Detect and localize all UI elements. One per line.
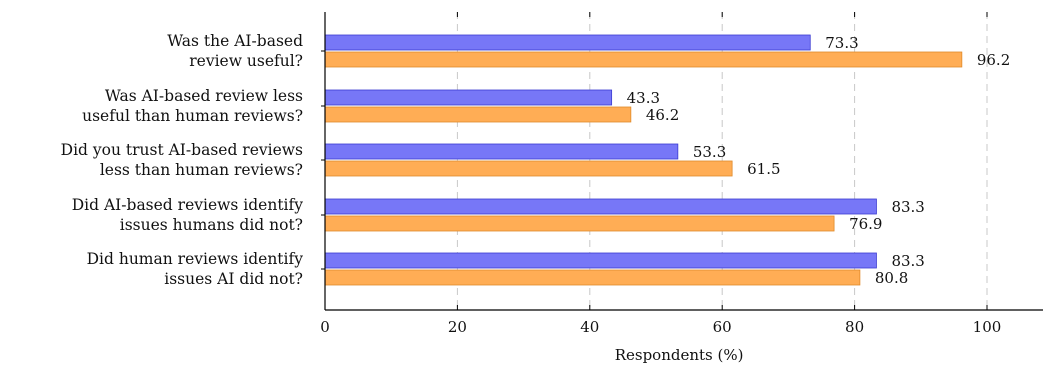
- value-label: 96.2: [977, 51, 1010, 69]
- value-label: 80.8: [875, 269, 908, 287]
- labels: 0 20 40 60 80 100 73.3 96.2 Was the AI-based revi…: [61, 32, 1011, 336]
- value-label: 53.3: [693, 143, 726, 161]
- category-label-line: Did human reviews identify: [87, 250, 304, 268]
- category-label: Did human reviews identify issues AI did …: [87, 250, 304, 288]
- x-tick-label: 60: [713, 318, 732, 336]
- bar-series-2: [324, 215, 835, 232]
- category-label-line: review useful?: [189, 52, 303, 70]
- category-label-line: Did you trust AI-based reviews: [61, 141, 303, 159]
- category-label: Was AI-based review less useful than huma…: [82, 87, 303, 125]
- axes: [321, 12, 1043, 311]
- value-label: 46.2: [646, 106, 679, 124]
- category-label-line: Was the AI-based: [167, 32, 303, 50]
- value-label: 43.3: [627, 89, 660, 107]
- x-tick-label: 40: [580, 318, 599, 336]
- bar-series-1: [324, 198, 877, 215]
- category-label: Was the AI-based review useful?: [167, 32, 303, 70]
- category-label-line: less than human reviews?: [100, 161, 303, 179]
- x-axis-title: Respondents (%): [615, 346, 744, 364]
- category-label-line: issues humans did not?: [120, 216, 303, 234]
- bar-series-2: [324, 51, 963, 68]
- value-label: 61.5: [747, 160, 780, 178]
- category-label-line: issues AI did not?: [164, 270, 303, 288]
- value-label: 83.3: [891, 198, 924, 216]
- category-label-line: Did AI-based reviews identify: [72, 196, 304, 214]
- category-label: Did you trust AI-based reviews less than …: [61, 141, 303, 179]
- bar-series-1: [324, 34, 811, 51]
- bar-series-1: [324, 143, 679, 160]
- value-label: 83.3: [891, 252, 924, 270]
- bar-series-2: [324, 269, 861, 286]
- category-label: Did AI-based reviews identify issues huma…: [72, 196, 304, 234]
- bar-series-2: [324, 106, 632, 123]
- bar-series-1: [324, 89, 613, 106]
- bar-series-2: [324, 160, 733, 177]
- x-tick-label: 100: [973, 318, 1002, 336]
- x-tick-label: 20: [448, 318, 467, 336]
- x-tick-label: 0: [320, 318, 330, 336]
- bars: [324, 34, 963, 286]
- value-label: 73.3: [825, 34, 858, 52]
- category-label-line: useful than human reviews?: [82, 107, 303, 125]
- bar-series-1: [324, 252, 877, 269]
- category-label-line: Was AI-based review less: [105, 87, 303, 105]
- x-tick-label: 80: [845, 318, 864, 336]
- value-label: 76.9: [849, 215, 882, 233]
